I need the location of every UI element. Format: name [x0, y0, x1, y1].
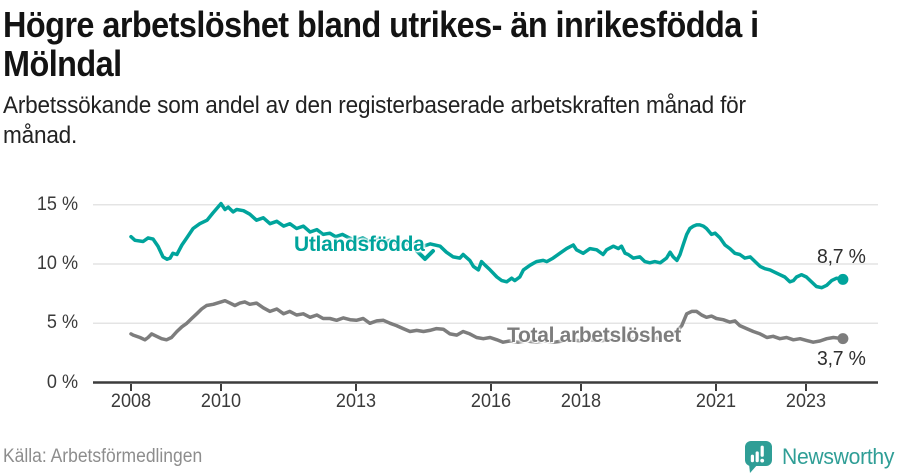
x-axis-tick-label: 2010: [200, 391, 242, 412]
y-axis-tick-label: 5 %: [46, 312, 78, 334]
x-axis-tick-label: 2013: [335, 391, 377, 412]
page-title: Högre arbetslöshet bland utrikes- än inr…: [3, 5, 900, 83]
page-title-line2: Mölndal: [3, 43, 122, 84]
y-axis-tick-label: 15 %: [36, 193, 78, 215]
x-axis-tick-label: 2021: [695, 391, 737, 412]
label-arrow-down-icon: [415, 249, 435, 261]
series-label-total-arbetsloshet: Total arbetslöshet: [507, 324, 681, 347]
x-axis-tick-label: 2016: [470, 391, 512, 412]
y-axis-tick-label: 0 %: [46, 371, 78, 393]
series-end-dot-1: [837, 333, 849, 345]
x-axis-tick-label: 2008: [110, 391, 152, 412]
newsworthy-bar-chart-icon: [745, 441, 772, 473]
x-axis-tick-label: 2023: [785, 391, 827, 412]
source-attribution: Källa: Arbetsförmedlingen: [3, 446, 203, 467]
x-axis-tick-label: 2018: [560, 391, 602, 412]
y-axis-tick-label: 10 %: [36, 253, 78, 274]
chart-subtitle: Arbetssökande som andel av den registerb…: [3, 91, 887, 151]
series-line-1: [129, 298, 845, 344]
chart-subtitle-line1: Arbetssökande som andel av den registerb…: [3, 92, 746, 119]
page-title-line1: Högre arbetslöshet bland utrikes- än inr…: [3, 4, 759, 45]
newsworthy-logo: Newsworthy: [744, 440, 899, 474]
end-value-label-total: 3,7 %: [817, 348, 866, 370]
series-label-utlandsfodda: Utlandsfödda: [294, 233, 425, 256]
newsworthy-wordmark: Newsworthy: [782, 444, 895, 469]
end-value-label-utlandsfodda: 8,7 %: [817, 246, 866, 268]
chart-subtitle-line2: månad.: [3, 122, 78, 149]
series-end-dot-0: [837, 273, 849, 285]
series-line-0: [129, 201, 845, 290]
